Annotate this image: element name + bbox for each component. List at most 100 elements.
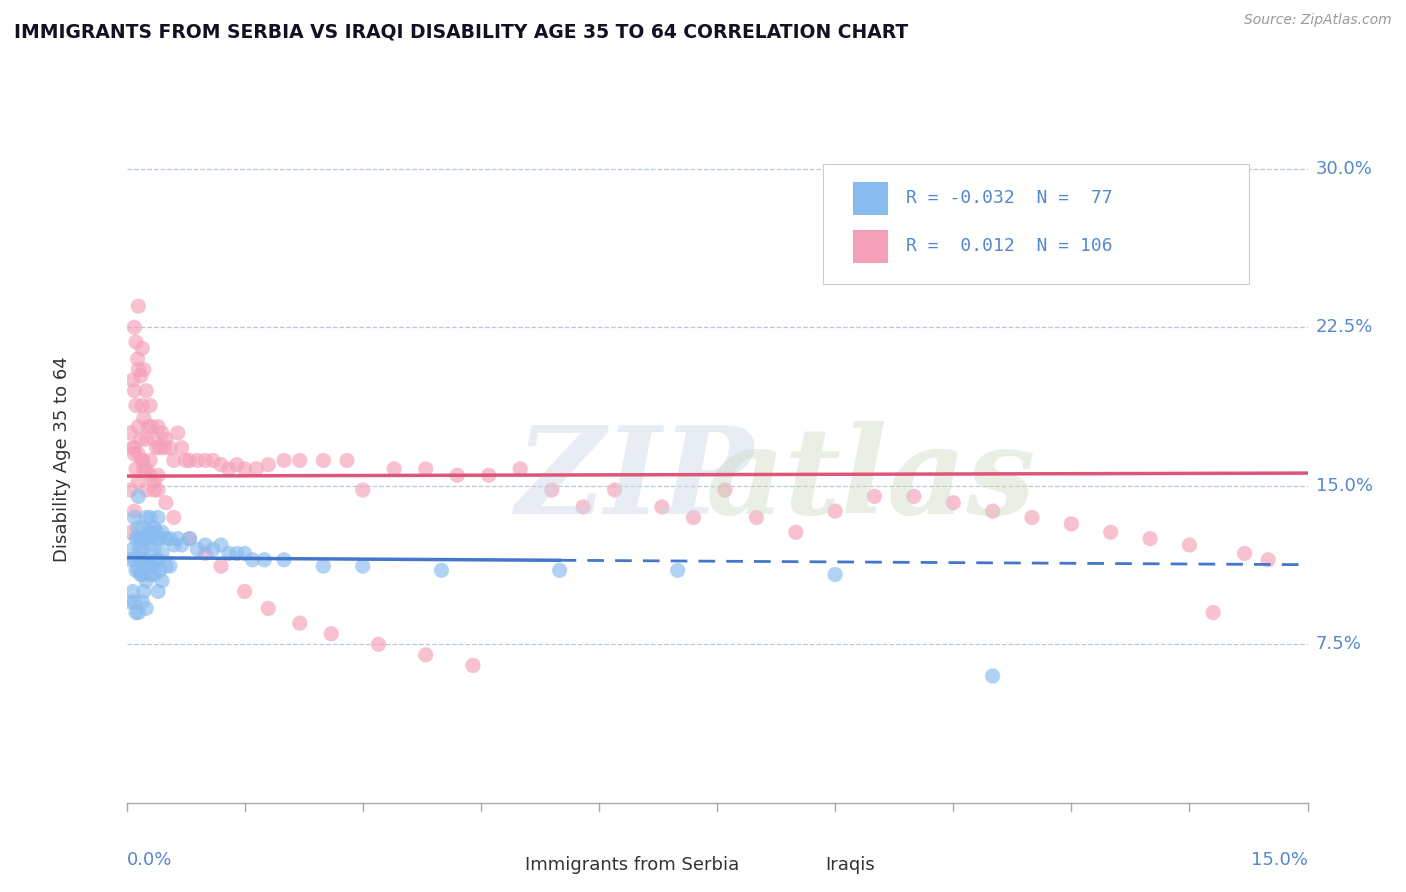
- Point: [824, 504, 846, 518]
- Point: [312, 453, 335, 467]
- Point: [139, 468, 162, 483]
- Point: [179, 532, 201, 546]
- Text: IMMIGRANTS FROM SERBIA VS IRAQI DISABILITY AGE 35 TO 64 CORRELATION CHART: IMMIGRANTS FROM SERBIA VS IRAQI DISABILI…: [14, 22, 908, 41]
- Text: Iraqis: Iraqis: [825, 855, 876, 873]
- Point: [129, 532, 152, 546]
- Point: [135, 510, 157, 524]
- Point: [128, 542, 150, 557]
- Point: [120, 553, 142, 567]
- Point: [202, 453, 225, 467]
- Point: [155, 496, 177, 510]
- Point: [131, 567, 153, 582]
- Point: [288, 453, 311, 467]
- Point: [209, 458, 232, 472]
- Point: [138, 525, 160, 540]
- Point: [903, 489, 925, 503]
- Point: [145, 525, 167, 540]
- Text: R =  0.012  N = 106: R = 0.012 N = 106: [905, 237, 1112, 255]
- Text: atlas: atlas: [706, 421, 1036, 540]
- Point: [139, 567, 162, 582]
- Point: [125, 335, 148, 350]
- Point: [242, 553, 264, 567]
- Point: [174, 453, 197, 467]
- Point: [321, 626, 343, 640]
- Point: [120, 425, 142, 440]
- Point: [143, 521, 166, 535]
- Point: [138, 559, 160, 574]
- Bar: [853, 182, 889, 215]
- Point: [352, 559, 374, 574]
- Point: [143, 475, 166, 489]
- Point: [824, 567, 846, 582]
- Point: [120, 525, 142, 540]
- Point: [382, 462, 405, 476]
- Point: [139, 399, 162, 413]
- Point: [143, 432, 166, 446]
- Point: [509, 462, 531, 476]
- Point: [129, 368, 152, 383]
- Point: [131, 521, 153, 535]
- Point: [124, 595, 146, 609]
- Point: [155, 532, 177, 546]
- Point: [153, 441, 176, 455]
- Point: [120, 595, 142, 609]
- Point: [336, 453, 359, 467]
- Point: [478, 468, 501, 483]
- Point: [446, 468, 468, 483]
- Point: [367, 637, 389, 651]
- Point: [146, 553, 169, 567]
- Point: [124, 510, 146, 524]
- Point: [218, 546, 240, 560]
- Point: [1202, 606, 1225, 620]
- Point: [139, 453, 162, 467]
- Point: [120, 483, 142, 497]
- Point: [132, 532, 155, 546]
- Point: [194, 453, 217, 467]
- Point: [150, 574, 173, 588]
- Point: [209, 559, 232, 574]
- Point: [273, 553, 295, 567]
- Point: [131, 453, 153, 467]
- Point: [159, 441, 181, 455]
- Point: [233, 546, 256, 560]
- Text: 22.5%: 22.5%: [1316, 318, 1374, 336]
- Point: [141, 559, 163, 574]
- Point: [166, 425, 188, 440]
- Point: [125, 462, 148, 476]
- Point: [135, 432, 157, 446]
- Point: [682, 510, 704, 524]
- Point: [352, 483, 374, 497]
- Point: [155, 559, 177, 574]
- Point: [129, 432, 152, 446]
- Point: [135, 483, 157, 497]
- Point: [131, 542, 153, 557]
- Text: 7.5%: 7.5%: [1316, 635, 1362, 653]
- Point: [131, 595, 153, 609]
- Text: Disability Age 35 to 64: Disability Age 35 to 64: [52, 357, 70, 562]
- Point: [143, 483, 166, 497]
- Text: Source: ZipAtlas.com: Source: ZipAtlas.com: [1244, 13, 1392, 28]
- Point: [139, 510, 162, 524]
- Point: [127, 563, 149, 577]
- Point: [1233, 546, 1256, 560]
- Point: [146, 510, 169, 524]
- Point: [146, 584, 169, 599]
- Point: [714, 483, 737, 497]
- Point: [143, 567, 166, 582]
- Point: [127, 351, 149, 366]
- Point: [218, 462, 240, 476]
- Point: [139, 538, 162, 552]
- Point: [135, 553, 157, 567]
- Point: [129, 567, 152, 582]
- Point: [125, 399, 148, 413]
- Point: [415, 648, 437, 662]
- Point: [127, 447, 149, 461]
- Point: [163, 538, 186, 552]
- Point: [415, 462, 437, 476]
- Point: [150, 546, 173, 560]
- Point: [170, 538, 193, 552]
- Point: [127, 475, 149, 489]
- Point: [430, 563, 453, 577]
- Point: [150, 425, 173, 440]
- Point: [233, 584, 256, 599]
